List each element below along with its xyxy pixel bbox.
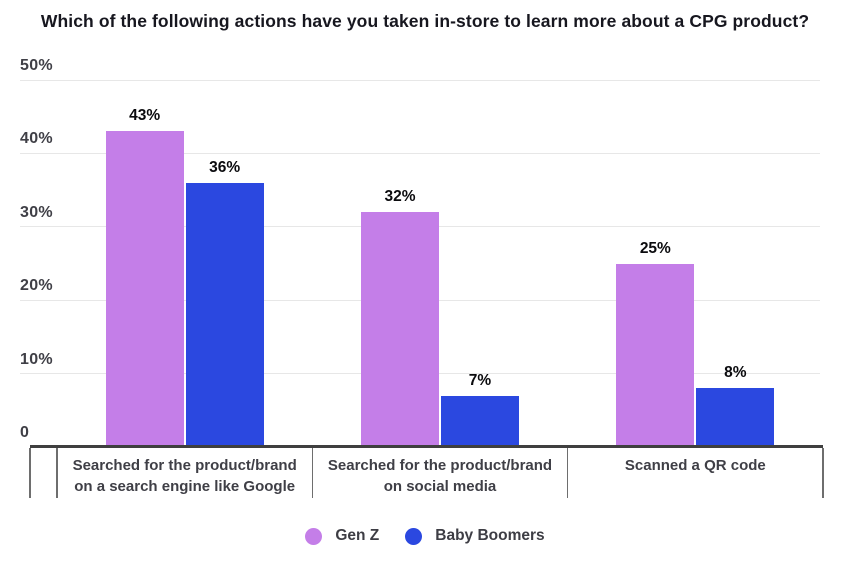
legend-item-baby-boomers: Baby Boomers xyxy=(405,527,545,545)
y-axis-tick-label: 0 xyxy=(20,424,30,441)
category-label-line: Searched for the product/brand xyxy=(72,457,297,474)
axis-separator-1 xyxy=(56,448,58,498)
legend-swatch-icon xyxy=(405,527,423,545)
category-label-line: on a search engine like Google xyxy=(74,478,296,495)
legend-label: Baby Boomers xyxy=(435,527,545,544)
x-axis-category-label: Scanned a QR code xyxy=(568,455,823,476)
y-axis-tick-label: 20% xyxy=(20,277,53,295)
gridline-50 xyxy=(20,79,820,81)
axis-separator-0 xyxy=(29,448,31,498)
y-axis-tick-label: 10% xyxy=(20,350,53,368)
bar-baby-boomers xyxy=(185,182,264,447)
bar-gen-z xyxy=(105,131,184,447)
bar-value-label: 32% xyxy=(384,188,416,206)
category-label-line: Scanned a QR code xyxy=(624,457,766,474)
category-label-line: Searched for the product/brand xyxy=(327,457,553,474)
x-axis-category-label: Searched for the product/brand on social … xyxy=(312,455,567,497)
axis-separator-3 xyxy=(566,448,569,498)
gridline-40 xyxy=(20,152,820,154)
bar-value-label: 25% xyxy=(639,239,671,257)
category-label-line: on social media xyxy=(383,478,497,495)
legend-swatch-icon xyxy=(305,527,323,545)
bar-gen-z xyxy=(616,263,695,447)
axis-separator-4 xyxy=(822,448,824,498)
y-axis-tick-label: 30% xyxy=(20,203,53,221)
x-axis-line xyxy=(30,445,823,448)
legend-label: Gen Z xyxy=(335,527,380,544)
bar-value-label: 8% xyxy=(724,364,747,382)
y-axis-tick-label: 40% xyxy=(20,130,53,148)
bar-value-label: 43% xyxy=(129,107,161,125)
bar-value-label: 7% xyxy=(468,371,492,389)
chart-title: Which of the following actions have you … xyxy=(40,11,810,31)
bar-baby-boomers xyxy=(696,388,775,447)
bar-value-label: 36% xyxy=(209,158,241,176)
axis-separator-2 xyxy=(311,448,314,498)
legend: Gen Z Baby Boomers xyxy=(0,527,850,545)
x-axis-category-label: Searched for the product/brand on a searc… xyxy=(57,455,312,497)
bar-gen-z xyxy=(361,212,439,447)
legend-item-gen-z: Gen Z xyxy=(305,527,379,545)
bar-baby-boomers xyxy=(441,395,519,447)
y-axis-tick-label: 50% xyxy=(20,57,53,74)
